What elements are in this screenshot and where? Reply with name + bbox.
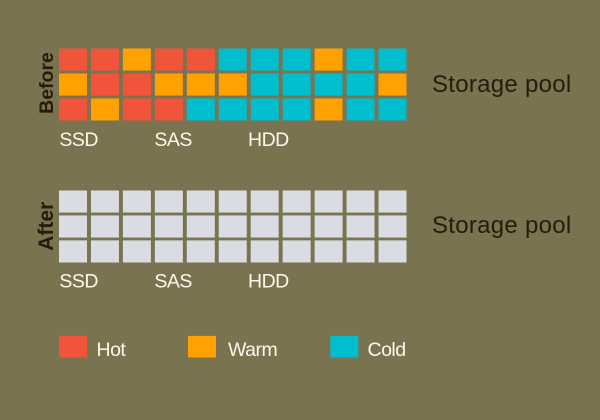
svg-text:SAS: SAS [154,270,192,292]
svg-text:Before: Before [36,52,58,114]
svg-text:SSD: SSD [59,129,98,151]
svg-text:Hot: Hot [97,339,127,361]
svg-text:Warm: Warm [228,339,277,361]
svg-text:SSD: SSD [59,270,98,292]
svg-text:Storage pool: Storage pool [432,212,571,239]
svg-text:SAS: SAS [154,129,192,151]
svg-text:Storage pool: Storage pool [432,71,571,98]
svg-text:Cold: Cold [368,339,406,361]
svg-text:HDD: HDD [248,129,289,151]
svg-text:After: After [35,202,58,251]
svg-text:HDD: HDD [248,270,289,292]
